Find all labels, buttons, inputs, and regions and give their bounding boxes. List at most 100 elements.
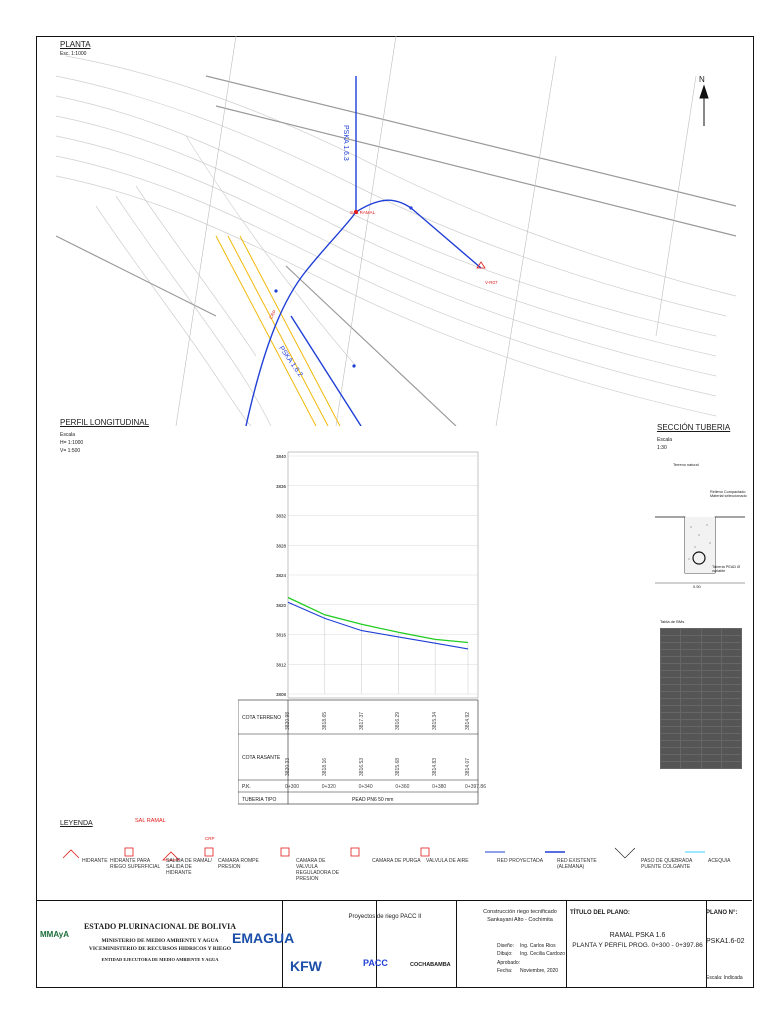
diseno-label: Diseño: (497, 943, 514, 949)
titulo-1: RAMAL PSKA 1.6 (609, 932, 666, 939)
y-tick-label: 3836 (276, 484, 287, 489)
terreno-value: 3818.65 (321, 711, 328, 730)
dibujo-value: Ing. Cecilia Cardozo (520, 951, 566, 957)
terreno-value: 3817.37 (358, 711, 365, 730)
rasante-value: 3818.16 (321, 757, 328, 776)
profile-table (238, 699, 479, 805)
bm-table-title: Tabla de BMs (660, 619, 685, 624)
y-tick-label: 3840 (276, 454, 287, 459)
cota-terreno-label: COTA TERRENO (242, 715, 281, 721)
entity-name: ENTIDAD EJECUTORA DE MEDIO AMBIENTE Y AG… (101, 957, 219, 962)
project-name: Proyectos de riego PACC II (348, 914, 422, 920)
terreno-value: 3814.92 (465, 711, 471, 730)
legend-item: RED EXISTENTE (ALEMANA) (557, 858, 597, 870)
y-tick-label: 3828 (276, 543, 287, 548)
pacc-logo: PACC (363, 958, 388, 968)
title-block-construccion (456, 901, 567, 987)
profile-grid (287, 455, 478, 695)
planta-scale: Esc. 1:1000 (60, 51, 87, 57)
terreno-value: 3820.98 (285, 711, 291, 730)
legend-item: SALIDA DE RAMAL/ SALIDA DE HIDRANTE (166, 858, 212, 876)
fecha-value: Noviembre, 2020 (520, 968, 559, 974)
perfil-title: PERFIL LONGITUDINAL (60, 418, 150, 427)
leyenda-sal-ramal: SAL RAMAL (135, 818, 166, 824)
pipe-section-drawing (655, 516, 745, 584)
terreno-value: 3816.29 (395, 711, 402, 730)
bm-table (659, 628, 743, 769)
rasante-value: 3816.53 (358, 757, 365, 776)
drawing-sheet (36, 36, 754, 988)
pipe-network (245, 76, 482, 426)
escala-value: Escala: Indicada (706, 975, 743, 981)
seccion-scale: 1:30 (657, 445, 667, 451)
construccion-label: Construcción riego tecnificado (483, 909, 557, 915)
pk-value: 0+360 (395, 784, 410, 790)
leyenda-crp: CRP (205, 836, 215, 841)
org-name: ESTADO PLURINACIONAL DE BOLIVIA (83, 922, 237, 931)
north-arrow-icon (699, 84, 709, 126)
kfw-logo: KFW (290, 958, 322, 974)
grid-lines (175, 36, 697, 426)
plano-label: PLANO N°: (706, 910, 738, 916)
diseno-value: Ing. Carlos Rios (520, 943, 556, 949)
section-dim: 0.50 (693, 584, 701, 589)
location-label: Sankayani Alto - Cochimita (487, 917, 553, 923)
acequia-lines (215, 235, 341, 426)
perfil-scale-label: Escala (60, 432, 76, 438)
seccion-scale-label: Escala (657, 437, 673, 443)
relleno-label: Relleno Compactado Material seleccionado (710, 490, 747, 498)
y-tick-label: 3812 (276, 662, 287, 667)
gobierno-label: COCHABAMBA (410, 962, 451, 968)
titulo-2: PLANTA Y PERFIL PROG. 0+300 - 0+397.86 (572, 942, 703, 949)
planta-title: PLANTA (60, 40, 91, 49)
mmaya-logo: MMAyA (40, 930, 70, 939)
pk-value: 0+380 (432, 784, 447, 790)
pk-value: 0+320 (321, 784, 336, 790)
profile-chart: 3840 3836 3832 3828 3824 3820 3816 3812 3808 (238, 451, 479, 805)
legend-symbols (62, 847, 705, 861)
rasante-value: 3815.68 (395, 757, 402, 776)
titulo-label: TÍTULO DEL PLANO: (570, 910, 630, 916)
dibujo-label: Dibujo: (497, 951, 513, 957)
legend-item: CAMARA ROMPE PRESION (218, 858, 259, 870)
emagua-logo: EMAGUA (232, 930, 295, 946)
legend-item: PASO DE QUEBRADA PUENTE COLGANTE (641, 858, 693, 870)
y-tick-label: 3820 (276, 603, 287, 608)
sal-ramal-label: SAL RAMAL (350, 210, 376, 215)
plano-value: PSKA1.6-02 (706, 938, 745, 945)
vice-name: VICEMINISTERIO DE RECURSOS HIDRICOS Y RI… (88, 946, 232, 952)
terreno-value: 3815.34 (432, 711, 439, 730)
pk-value: 0+300 (285, 784, 300, 790)
rasante-value: 3820.33 (285, 757, 291, 776)
pk-label: P.K. (242, 784, 251, 790)
terreno-natural-label: Terreno natural (673, 463, 699, 467)
title-block-titulo (566, 901, 707, 987)
perfil-scale-v: V= 1:500 (60, 448, 81, 454)
fecha-label: Fecha: (497, 968, 513, 974)
tuberia-label: Tuberia PEAD Ø variable (712, 565, 741, 573)
y-tick-label: 3816 (276, 633, 287, 638)
legend-item: CAMARA DE PURGA (372, 858, 421, 864)
legend-item: VALVULA DE AIRE (426, 858, 469, 864)
cota-rasante-label: COTA RASANTE (242, 755, 281, 761)
legend-item: HIDRANTE PARA RIEGO SUPERFICIAL (110, 858, 161, 870)
seccion-title: SECCIÓN TUBERIA (657, 423, 731, 432)
aprobado-label: Aprobado: (497, 960, 521, 966)
roads (55, 75, 737, 426)
y-tick-label: 3808 (276, 692, 287, 697)
legend-item: CAMARA DE VALVULA REGULADORA DE PRESION (296, 858, 340, 882)
title-block-org (36, 901, 283, 987)
pk-value: 0+397.86 (465, 784, 486, 790)
v-end-label: V-R07 (485, 280, 498, 285)
y-tick-label: 3824 (276, 573, 287, 578)
planta-markers (274, 206, 486, 368)
legend-item: RED PROYECTADA (497, 858, 544, 864)
title-block (36, 900, 752, 987)
north-label: N (699, 75, 705, 84)
leyenda-title: LEYENDA (60, 820, 93, 827)
tuberia-tipo-label: TUBERIA TIPO (242, 797, 277, 803)
legend-item: HIDRANTE (82, 858, 108, 864)
planta-map (55, 36, 737, 426)
pk-value: 0+340 (358, 784, 373, 790)
rasante-line (287, 601, 469, 650)
